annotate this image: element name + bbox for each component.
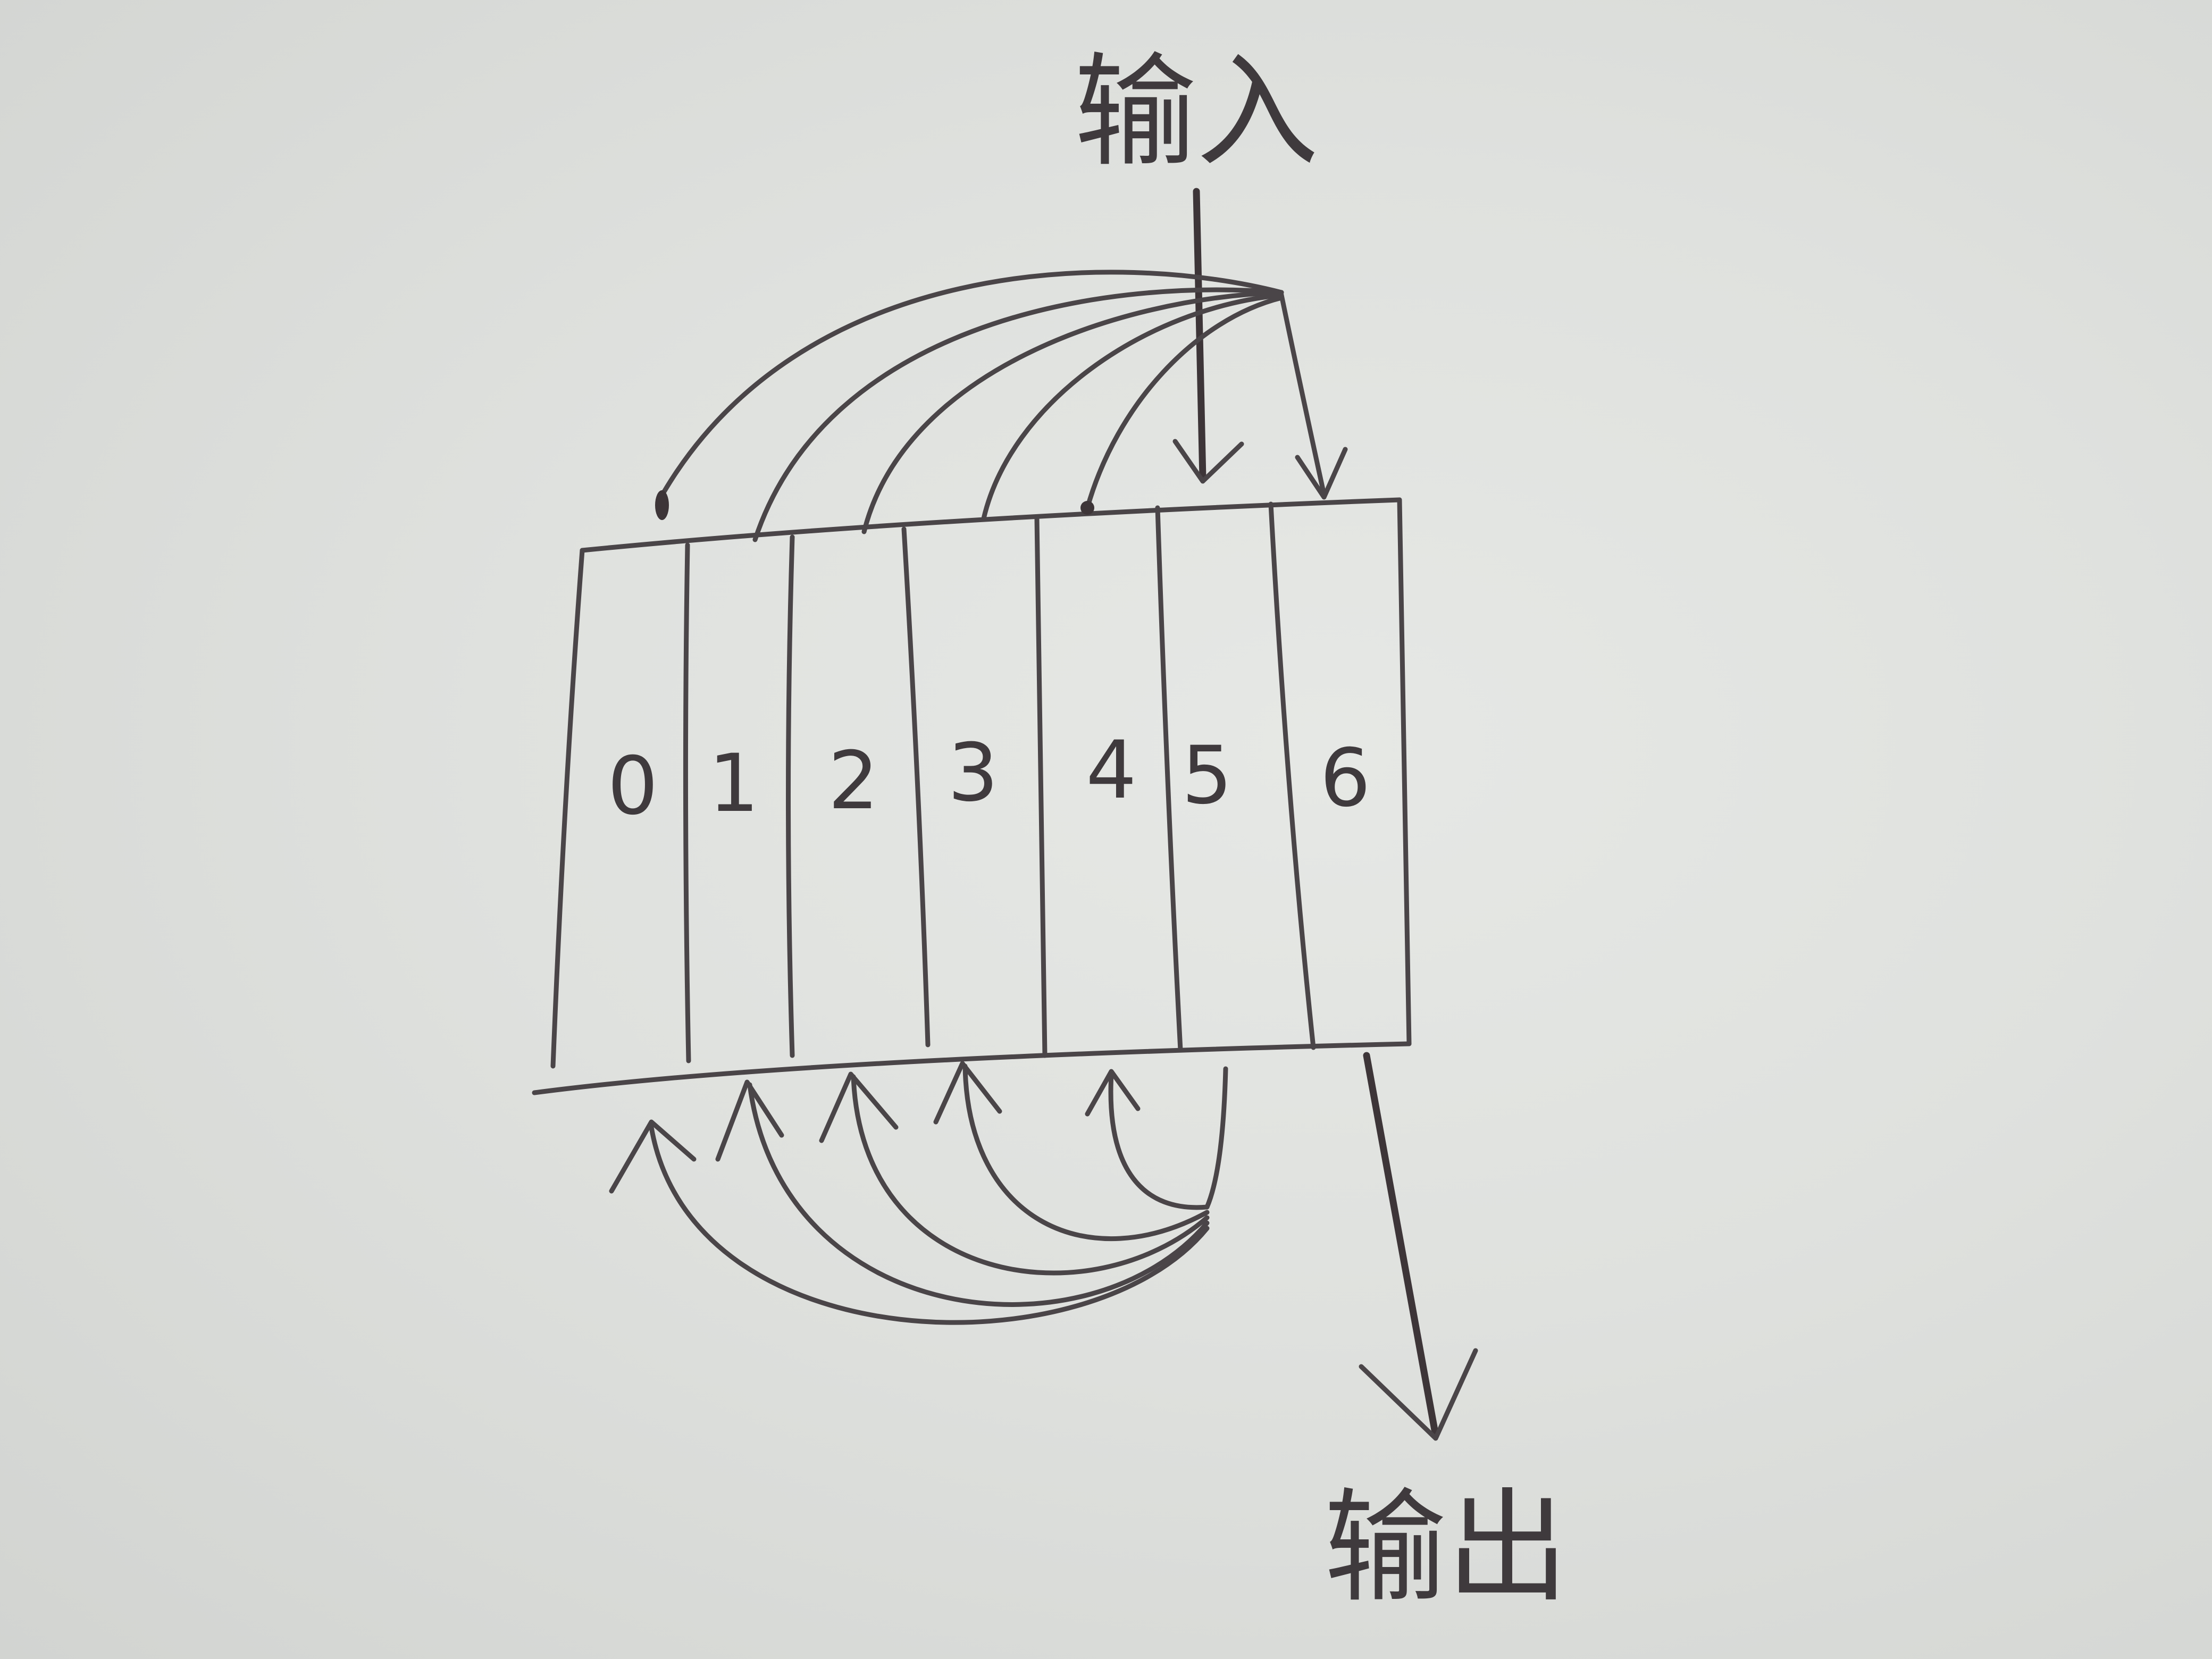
bottom-arc-head-cell-0 — [609, 1119, 697, 1194]
cell-label: 0 — [607, 740, 658, 833]
register-right-edge — [1397, 497, 1412, 1046]
output-arrow — [1359, 1052, 1478, 1441]
bottom-arc-head-cell-1 — [715, 1079, 784, 1162]
cell-dividers — [683, 501, 1316, 1063]
top-arc-to-cell-0 — [657, 270, 1284, 502]
cell-divider — [901, 526, 931, 1048]
bottom-feedback-arcs — [609, 1061, 1228, 1325]
bottom-arc-head-cell-3 — [933, 1061, 1002, 1125]
cell-divider — [1155, 505, 1183, 1053]
bottom-arc-to-cell-4 — [1108, 1071, 1210, 1210]
cell-label: 6 — [1320, 732, 1370, 825]
output-arrow-stem — [1363, 1052, 1439, 1439]
input-branch-line — [1279, 292, 1327, 497]
register-box — [532, 497, 1412, 1095]
cell-divider — [683, 542, 691, 1063]
output-label: 输出 — [1324, 1477, 1569, 1619]
input-branch-arrow-head — [1295, 447, 1348, 500]
input-arrow — [1172, 188, 1244, 484]
top-shift-arcs — [655, 270, 1284, 542]
bottom-stem-from-cell-5 — [1204, 1066, 1228, 1210]
arc-start-dot — [1080, 501, 1094, 515]
cell-divider — [1034, 516, 1048, 1058]
bottom-arc-to-cell-0 — [649, 1125, 1210, 1325]
arc-start-dot — [655, 490, 669, 520]
register-left-edge — [550, 548, 585, 1069]
bottom-arc-head-cell-2 — [819, 1071, 899, 1143]
cell-label: 4 — [1086, 724, 1136, 817]
input-arrow-head — [1172, 439, 1244, 484]
input-arrow-stem — [1193, 188, 1206, 482]
cell-label: 5 — [1182, 730, 1232, 822]
input-branch-to-cell-6 — [1279, 292, 1348, 500]
output-arrow-head — [1359, 1348, 1478, 1441]
bottom-arc-to-cell-1 — [747, 1082, 1210, 1307]
top-arc-to-cell-3 — [981, 292, 1284, 521]
register-top-edge — [580, 497, 1402, 553]
bottom-arc-to-cell-2 — [851, 1074, 1210, 1276]
cell-divider — [786, 534, 795, 1058]
cell-labels: 0 1 2 3 4 5 6 — [607, 724, 1370, 833]
cell-label: 3 — [948, 727, 998, 819]
cell-divider — [1268, 501, 1316, 1050]
cell-label: 1 — [708, 738, 759, 830]
register-bottom-edge — [532, 1041, 1412, 1095]
cell-label: 2 — [828, 735, 878, 827]
top-arc-to-cell-2 — [861, 290, 1284, 534]
bottom-arc-head-cell-4 — [1085, 1069, 1141, 1117]
top-arc-to-cell-1 — [752, 287, 1284, 542]
top-arc-to-cell-4 — [1085, 295, 1284, 510]
bottom-arc-to-cell-3 — [962, 1063, 1210, 1242]
input-label: 输入 — [1074, 41, 1319, 183]
